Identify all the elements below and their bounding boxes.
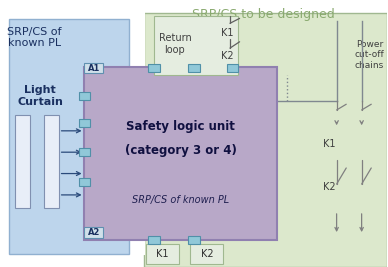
Text: K2: K2 — [201, 249, 213, 259]
Bar — [44, 115, 59, 208]
Bar — [148, 64, 159, 72]
Text: Power
cut-off
chains: Power cut-off chains — [355, 40, 384, 70]
Bar — [144, 13, 387, 267]
Text: SRP/CS to be designed: SRP/CS to be designed — [192, 8, 335, 21]
Bar — [85, 63, 103, 73]
Bar — [79, 148, 90, 156]
Bar — [79, 178, 90, 186]
Bar — [189, 236, 200, 244]
Text: K1: K1 — [156, 249, 169, 259]
Bar — [146, 244, 179, 264]
Text: SRP/CS of known PL: SRP/CS of known PL — [132, 195, 229, 205]
Text: K1: K1 — [221, 28, 234, 38]
Text: Return
loop: Return loop — [159, 33, 191, 55]
Text: K2: K2 — [221, 51, 234, 61]
Text: K1: K1 — [323, 139, 336, 149]
Bar — [79, 92, 90, 100]
Text: A1: A1 — [88, 64, 100, 73]
Bar — [15, 115, 30, 208]
Text: A2: A2 — [88, 228, 100, 237]
Bar — [154, 16, 239, 75]
Bar — [227, 64, 239, 72]
Bar — [79, 119, 90, 127]
Text: Light
Curtain: Light Curtain — [17, 85, 63, 107]
Bar — [85, 227, 103, 238]
Text: Safety logic unit: Safety logic unit — [126, 120, 235, 133]
Bar — [85, 67, 277, 240]
Bar — [9, 19, 129, 254]
Text: SRP/CS of
known PL: SRP/CS of known PL — [7, 27, 62, 48]
Bar — [189, 64, 200, 72]
Text: K2: K2 — [323, 182, 336, 192]
Bar — [191, 244, 223, 264]
Text: (category 3 or 4): (category 3 or 4) — [125, 144, 237, 157]
Bar — [148, 236, 159, 244]
